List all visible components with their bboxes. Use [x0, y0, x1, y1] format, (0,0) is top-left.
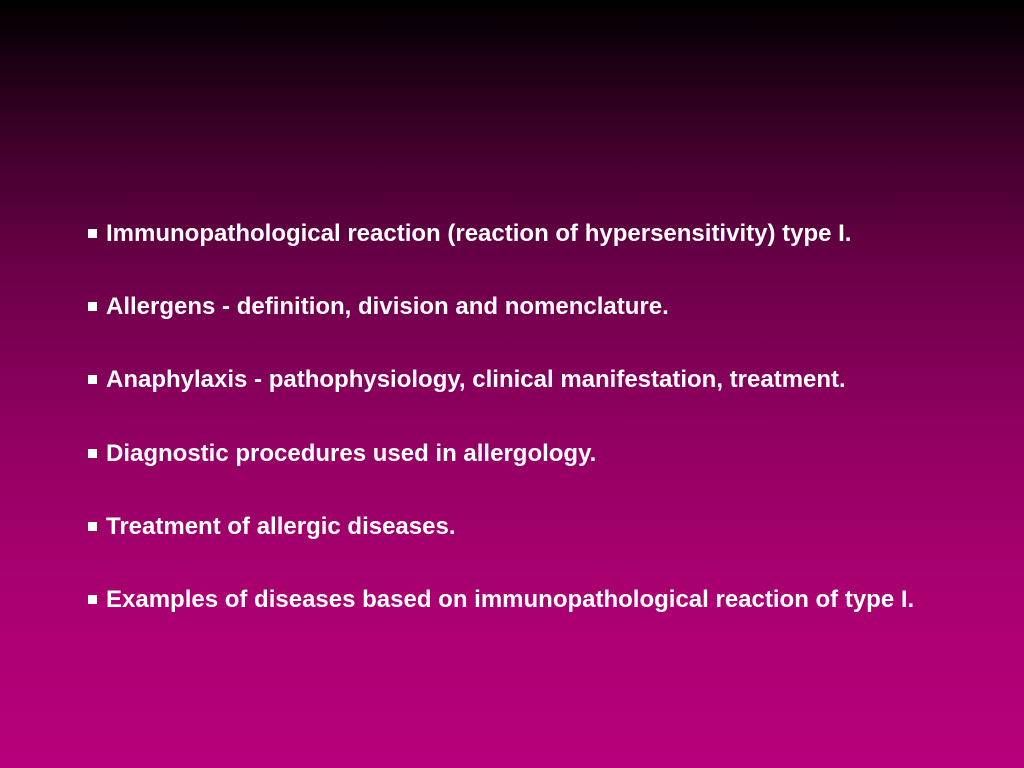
bullet-item: Examples of diseases based on immunopath… [88, 584, 984, 615]
bullet-text: Treatment of allergic diseases. [106, 511, 984, 542]
bullet-marker-icon [88, 229, 97, 238]
bullet-marker-icon [88, 302, 97, 311]
bullet-item: Anaphylaxis - pathophysiology, clinical … [88, 364, 984, 395]
bullet-marker-icon [88, 595, 97, 604]
bullet-text: Examples of diseases based on immunopath… [106, 584, 984, 615]
bullet-text: Diagnostic procedures used in allergolog… [106, 438, 984, 469]
bullet-marker-icon [88, 375, 97, 384]
bullet-marker-icon [88, 522, 97, 531]
bullet-item: Immunopathological reaction (reaction of… [88, 218, 984, 249]
bullet-item: Treatment of allergic diseases. [88, 511, 984, 542]
bullet-text: Immunopathological reaction (reaction of… [106, 218, 984, 249]
bullet-item: Allergens - definition, division and nom… [88, 291, 984, 322]
bullet-text: Allergens - definition, division and nom… [106, 291, 984, 322]
bullet-marker-icon [88, 449, 97, 458]
slide-content: Immunopathological reaction (reaction of… [0, 0, 1024, 615]
bullet-text: Anaphylaxis - pathophysiology, clinical … [106, 364, 984, 395]
bullet-item: Diagnostic procedures used in allergolog… [88, 438, 984, 469]
